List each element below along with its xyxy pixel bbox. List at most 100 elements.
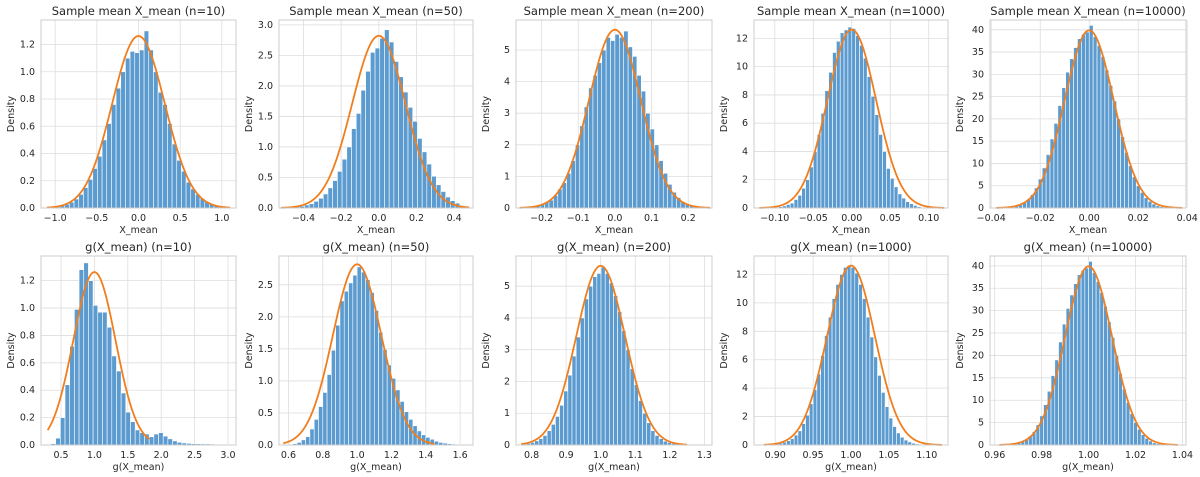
x-tick-label: 1.00 — [1078, 450, 1099, 461]
histogram-bar — [1077, 38, 1082, 209]
histogram-bar — [373, 310, 379, 446]
subplot-title: Sample mean X_mean (n=200) — [524, 4, 705, 18]
subplot-title: g(X_mean) (n=200) — [557, 240, 671, 254]
axes-frame — [278, 19, 474, 209]
y-tick-label: 0 — [504, 440, 510, 451]
y-tick-label: 0.2 — [20, 413, 35, 424]
y-tick-label: 2.0 — [258, 81, 273, 92]
y-tick-label: 0 — [978, 440, 984, 451]
histogram-bar — [378, 331, 384, 446]
histogram-bar — [1069, 294, 1074, 446]
histogram-bar — [605, 37, 611, 209]
histogram-bar — [869, 336, 875, 446]
histogram-bar — [809, 166, 814, 209]
histogram-bar — [625, 349, 631, 446]
x-tick-label: 0.00 — [841, 213, 862, 224]
subplot-5: 0.0 0.2 0.4 0.6 0.8 1.0 1.2 0.5 1.0 1.5 2.0 2.5 3.0 g… — [6, 240, 237, 473]
histogram-bar — [92, 168, 98, 209]
subplot-3: 0 2 4 6 8 10 12 −0.10 −0.05 0.00 0.05 0.10 Sample me… — [719, 4, 949, 236]
y-tick-label: 0.4 — [20, 149, 35, 160]
histogram-bar — [561, 182, 567, 209]
x-tick-label: 1.10 — [916, 450, 937, 461]
subplot-2: 0 1 2 3 4 5 −0.2 −0.1 0.0 0.1 0.2 Sample mean X_mea… — [481, 4, 713, 236]
histogram-bar — [1110, 337, 1116, 446]
histogram-bar — [111, 104, 117, 209]
x-tick-label: 0.96 — [984, 450, 1005, 461]
histogram-bar — [331, 349, 336, 446]
y-tick-label: 25 — [972, 92, 984, 103]
subplot-title: Sample mean X_mean (n=10000) — [990, 4, 1185, 18]
histogram-bar — [905, 201, 910, 209]
x-tick-label: 1.0 — [214, 213, 229, 224]
x-tick-label: −0.02 — [1026, 213, 1055, 224]
histogram-bar — [1080, 270, 1086, 446]
axes-frame — [753, 255, 949, 446]
histogram-bar — [125, 57, 131, 209]
histogram-bar — [642, 412, 647, 446]
histogram-bar — [158, 432, 164, 446]
histogram-bar — [97, 155, 103, 209]
y-tick-label: 1.0 — [258, 376, 273, 387]
y-tick-label: 0.0 — [258, 203, 273, 214]
histogram-bar — [356, 266, 362, 446]
y-tick-label: 5 — [978, 418, 984, 429]
y-tick-label: 10 — [972, 395, 984, 406]
histogram-bar — [797, 194, 803, 209]
histogram-bar — [850, 267, 856, 446]
histogram-bar — [185, 181, 192, 209]
histogram-bar — [646, 422, 652, 446]
histogram-bar — [820, 355, 825, 446]
histogram-bar — [421, 151, 428, 209]
x-tick-label: −0.04 — [977, 213, 1006, 224]
x-tick-label: −0.4 — [292, 213, 315, 224]
subplot-title: g(X_mean) (n=50) — [323, 240, 430, 254]
x-tick-label: 0.2 — [681, 213, 696, 224]
normal-density-curve — [999, 265, 1178, 446]
histogram-bar — [343, 290, 349, 446]
subplot-title: Sample mean X_mean (n=1000) — [757, 4, 945, 18]
histogram-bar — [87, 179, 94, 209]
histogram-bar — [896, 432, 901, 446]
histogram-bar — [882, 151, 887, 209]
y-axis-label: Density — [719, 96, 730, 132]
histogram-bar — [88, 280, 94, 446]
histogram-bar — [839, 32, 845, 209]
x-tick-label: 3.0 — [220, 450, 235, 461]
subplot-title: Sample mean X_mean (n=50) — [289, 4, 462, 18]
histogram-bar — [369, 292, 375, 446]
x-tick-label: 0.05 — [880, 213, 901, 224]
histogram-bar — [370, 52, 376, 209]
histogram-bar — [873, 356, 878, 446]
histogram-bar — [308, 203, 315, 209]
x-tick-label: 0.0 — [371, 213, 386, 224]
subplot-1: 0.0 0.5 1.0 1.5 2.0 2.5 3.0 −0.4 −0.2 0.0 0.2 0.4 Sa… — [244, 4, 474, 236]
histogram-bar — [143, 30, 150, 209]
histogram-bar — [843, 29, 849, 209]
histogram-bar — [116, 370, 122, 446]
histogram-bar — [322, 193, 329, 209]
histogram-bar — [1122, 388, 1127, 446]
histogram-bar — [106, 326, 113, 446]
subplot-6: 0.0 0.5 1.0 1.5 2.0 2.5 0.6 0.8 1.0 1.2 1.4 1.6 g(X_… — [244, 240, 474, 473]
y-tick-label: 6 — [742, 355, 748, 366]
histogram-bar — [355, 113, 362, 209]
x-tick-label: 0.1 — [644, 213, 659, 224]
x-tick-label: 1.4 — [418, 450, 433, 461]
histogram-bar — [793, 434, 799, 446]
histogram-bar — [1133, 422, 1138, 446]
x-tick-label: 0.2 — [409, 213, 424, 224]
y-tick-label: 1.5 — [258, 111, 273, 122]
y-tick-label: 2 — [742, 412, 748, 423]
x-tick-label: 1.3 — [697, 450, 712, 461]
histogram-bar — [566, 172, 572, 209]
y-tick-label: 0 — [504, 203, 510, 214]
histogram-bar — [862, 298, 867, 446]
histogram-bar — [538, 438, 544, 446]
histogram-bar — [790, 438, 795, 446]
histogram-bar — [601, 49, 607, 209]
histogram-bar — [658, 438, 664, 446]
x-tick-label: −0.2 — [530, 213, 553, 224]
histogram-bar — [662, 440, 668, 446]
y-axis-label: Density — [719, 332, 730, 368]
histogram-bar — [847, 26, 853, 209]
